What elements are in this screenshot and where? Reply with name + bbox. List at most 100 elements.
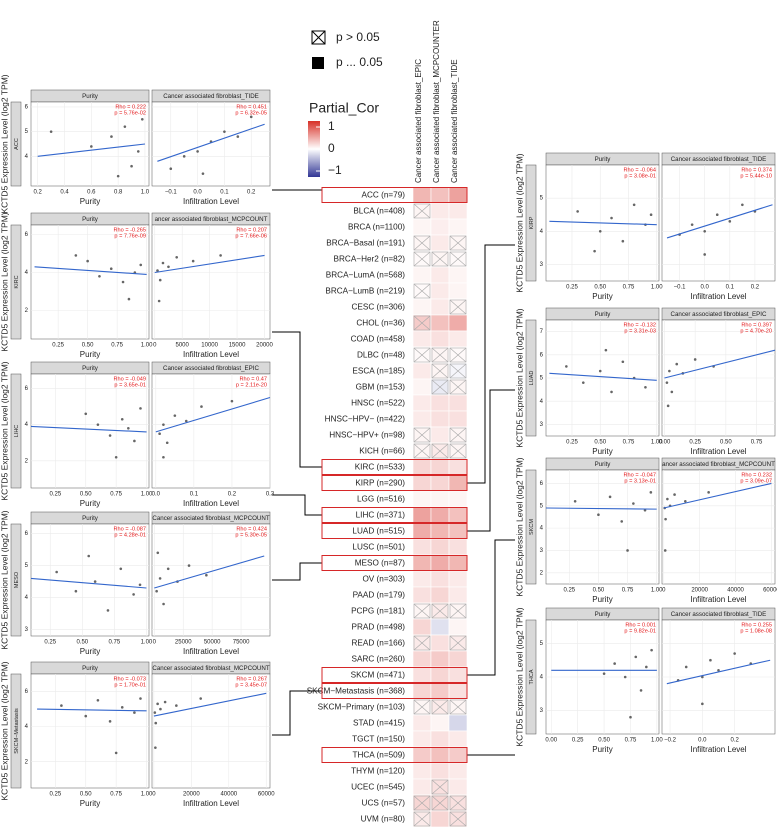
x-tick-label: 0.50 [76, 640, 88, 646]
row-label: THCA (n=509) [352, 751, 405, 760]
nonsig-cross [449, 299, 467, 315]
x-axis-title: Infiltration Level [183, 350, 239, 359]
nonsig-cross [413, 603, 431, 619]
row-label: SKCM−Primary (n=103) [318, 703, 406, 712]
heatmap-cell [412, 218, 432, 236]
nonsig-cross [413, 251, 431, 267]
p-label: p = 3.09e-07 [740, 478, 772, 484]
y-axis-title: KCTD5 Expression Level (log2 TPM) [514, 308, 524, 447]
facet-label: KIRC [14, 275, 20, 288]
heatmap-cell [412, 762, 432, 780]
x-tick-label: 0.50 [80, 792, 92, 798]
cross-box [449, 635, 467, 651]
nonsig-cross [449, 795, 467, 811]
y-tick-label: 6 [25, 386, 29, 392]
heatmap-cell [430, 298, 450, 316]
y-tick-label: 6 [540, 481, 544, 487]
subplot-title: ancer associated fibroblast_MCPCOUNT [155, 216, 268, 223]
cross-line [431, 347, 449, 363]
nonsig-cross [431, 347, 449, 363]
heatmap-cell [412, 746, 432, 764]
x-tick-label: 0.00 [659, 440, 671, 446]
y-tick-label: 6 [25, 232, 29, 238]
x-tick-label: 0.50 [593, 588, 605, 594]
highlight-box [321, 459, 468, 475]
y-tick-label: 2 [540, 570, 544, 576]
rho-label: Rho = 0.222 [115, 104, 146, 110]
x-axis-title: Purity [80, 799, 100, 808]
nonsig-cross [431, 443, 449, 459]
connector [467, 539, 515, 676]
point [96, 423, 100, 426]
heatmap-cell [430, 666, 450, 684]
x-axis-title: Purity [80, 647, 100, 656]
cross-box [413, 203, 431, 219]
rho-label: Rho = 0.397 [741, 322, 772, 328]
plot-area [151, 373, 271, 489]
row-label: LUSC (n=501) [352, 543, 405, 552]
heatmap-cell [412, 362, 432, 380]
heatmap-cell [430, 394, 450, 412]
heatmap-cell [430, 218, 450, 236]
nonsig-cross [449, 379, 467, 395]
x-tick-label: 0.50 [82, 343, 94, 349]
y-tick-label: 6 [25, 689, 29, 695]
point [162, 423, 165, 426]
point [602, 672, 606, 675]
heatmap-cell [430, 586, 450, 604]
point [693, 358, 697, 361]
cross-box [413, 699, 431, 715]
legend-label: p ... 0.05 [336, 55, 383, 69]
x-tick-label: 0.0 [193, 190, 202, 196]
point [130, 164, 133, 168]
cross-box [413, 347, 431, 363]
point [639, 689, 643, 692]
x-tick-label: 0.25 [49, 792, 61, 798]
row-label: MESO (n=87) [355, 559, 406, 568]
x-tick-label: 0.1 [726, 285, 735, 291]
legend-cross [311, 30, 326, 45]
highlight-box [321, 683, 468, 699]
point [173, 414, 177, 417]
subplot-title: Purity [82, 93, 99, 100]
heatmap-cell [448, 778, 468, 796]
point [675, 362, 679, 366]
y-tick-label: 4 [25, 154, 29, 160]
x-tick-label: 1.0 [141, 190, 150, 196]
x-tick-label: 0.75 [622, 588, 634, 594]
point [108, 434, 112, 437]
row-label: STAD (n=415) [353, 719, 405, 728]
facet-strip [10, 673, 22, 789]
rho-label: Rho = -0.265 [114, 227, 147, 233]
fit-line [34, 266, 147, 275]
connector [272, 562, 322, 581]
heatmap-cell [430, 538, 450, 556]
subplot-title: ancer associated fibroblast_MCPCOUNT [662, 461, 775, 468]
x-axis-title: Purity [592, 595, 612, 604]
legend-label: p > 0.05 [336, 30, 380, 44]
fit-line [153, 692, 267, 717]
x-tick-label: 0.3 [266, 492, 275, 498]
x-tick-label: 1.00 [141, 343, 153, 349]
connector [467, 389, 515, 532]
x-tick-label: 0 [662, 588, 666, 594]
rho-label: Rho = -0.073 [114, 676, 147, 682]
y-tick-label: 5 [540, 503, 544, 509]
cross-box [431, 363, 449, 379]
colorbar [308, 121, 320, 177]
y-tick-label: 2 [25, 759, 29, 765]
x-axis-title: Purity [592, 447, 612, 456]
point [165, 441, 169, 445]
point [139, 697, 142, 700]
heatmap-cell [412, 538, 432, 556]
row-label: GBM (n=153) [356, 383, 406, 392]
heatmap-cell [412, 618, 432, 636]
x-tick-label: 0.75 [109, 640, 121, 646]
point [219, 254, 222, 257]
nonsig-cross [413, 427, 431, 443]
row-label: HNSC (n=522) [351, 399, 405, 408]
connector [272, 494, 322, 516]
x-tick-label: 1.00 [651, 738, 663, 744]
point [110, 135, 113, 138]
point [106, 609, 110, 612]
